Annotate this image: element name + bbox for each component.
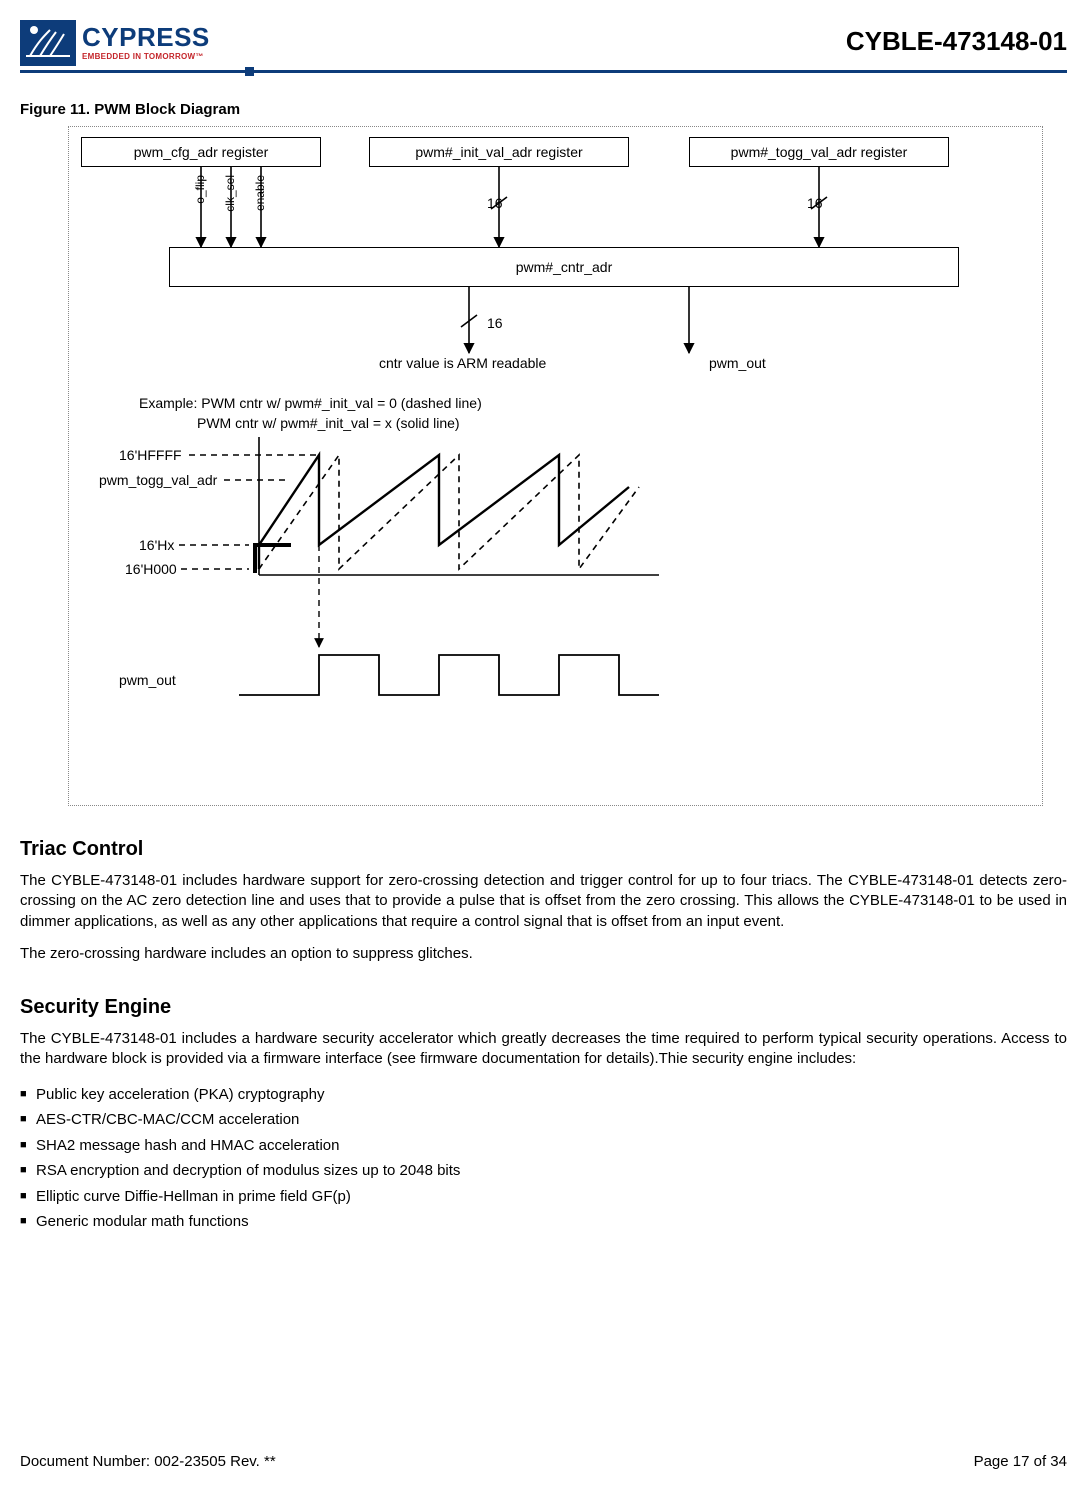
logo: CYPRESS EMBEDDED IN TOMORROW™: [20, 20, 210, 66]
security-paragraph: The CYBLE-473148-01 includes a hardware …: [20, 1029, 1067, 1070]
logo-tagline: EMBEDDED IN TOMORROW™: [82, 52, 210, 62]
cypress-tree-icon: [20, 20, 76, 66]
list-item: AES-CTR/CBC-MAC/CCM acceleration: [20, 1107, 1067, 1133]
list-item: SHA2 message hash and HMAC acceleration: [20, 1133, 1067, 1159]
triac-paragraph-2: The zero-crossing hardware includes an o…: [20, 944, 1067, 964]
list-item: Public key acceleration (PKA) cryptograp…: [20, 1082, 1067, 1108]
section-triac-title: Triac Control: [20, 838, 1067, 861]
pwm-block-diagram: pwm_cfg_adr register pwm#_init_val_adr r…: [68, 126, 1043, 806]
part-number: CYBLE-473148-01: [846, 26, 1067, 57]
page-header: CYPRESS EMBEDDED IN TOMORROW™ CYBLE-4731…: [20, 20, 1067, 70]
footer-page-number: Page 17 of 34: [974, 1453, 1067, 1470]
logo-text: CYPRESS: [82, 24, 210, 50]
triac-paragraph-1: The CYBLE-473148-01 includes hardware su…: [20, 871, 1067, 932]
diagram-lines-icon: [69, 127, 1042, 805]
footer-doc-number: Document Number: 002-23505 Rev. **: [20, 1453, 276, 1470]
page-footer: Document Number: 002-23505 Rev. ** Page …: [20, 1453, 1067, 1470]
figure-caption: Figure 11. PWM Block Diagram: [20, 101, 1067, 118]
list-item: Generic modular math functions: [20, 1209, 1067, 1235]
list-item: Elliptic curve Diffie-Hellman in prime f…: [20, 1184, 1067, 1210]
list-item: RSA encryption and decryption of modulus…: [20, 1158, 1067, 1184]
header-rule: [20, 70, 1067, 73]
section-security-title: Security Engine: [20, 996, 1067, 1019]
security-bullets: Public key acceleration (PKA) cryptograp…: [20, 1082, 1067, 1235]
